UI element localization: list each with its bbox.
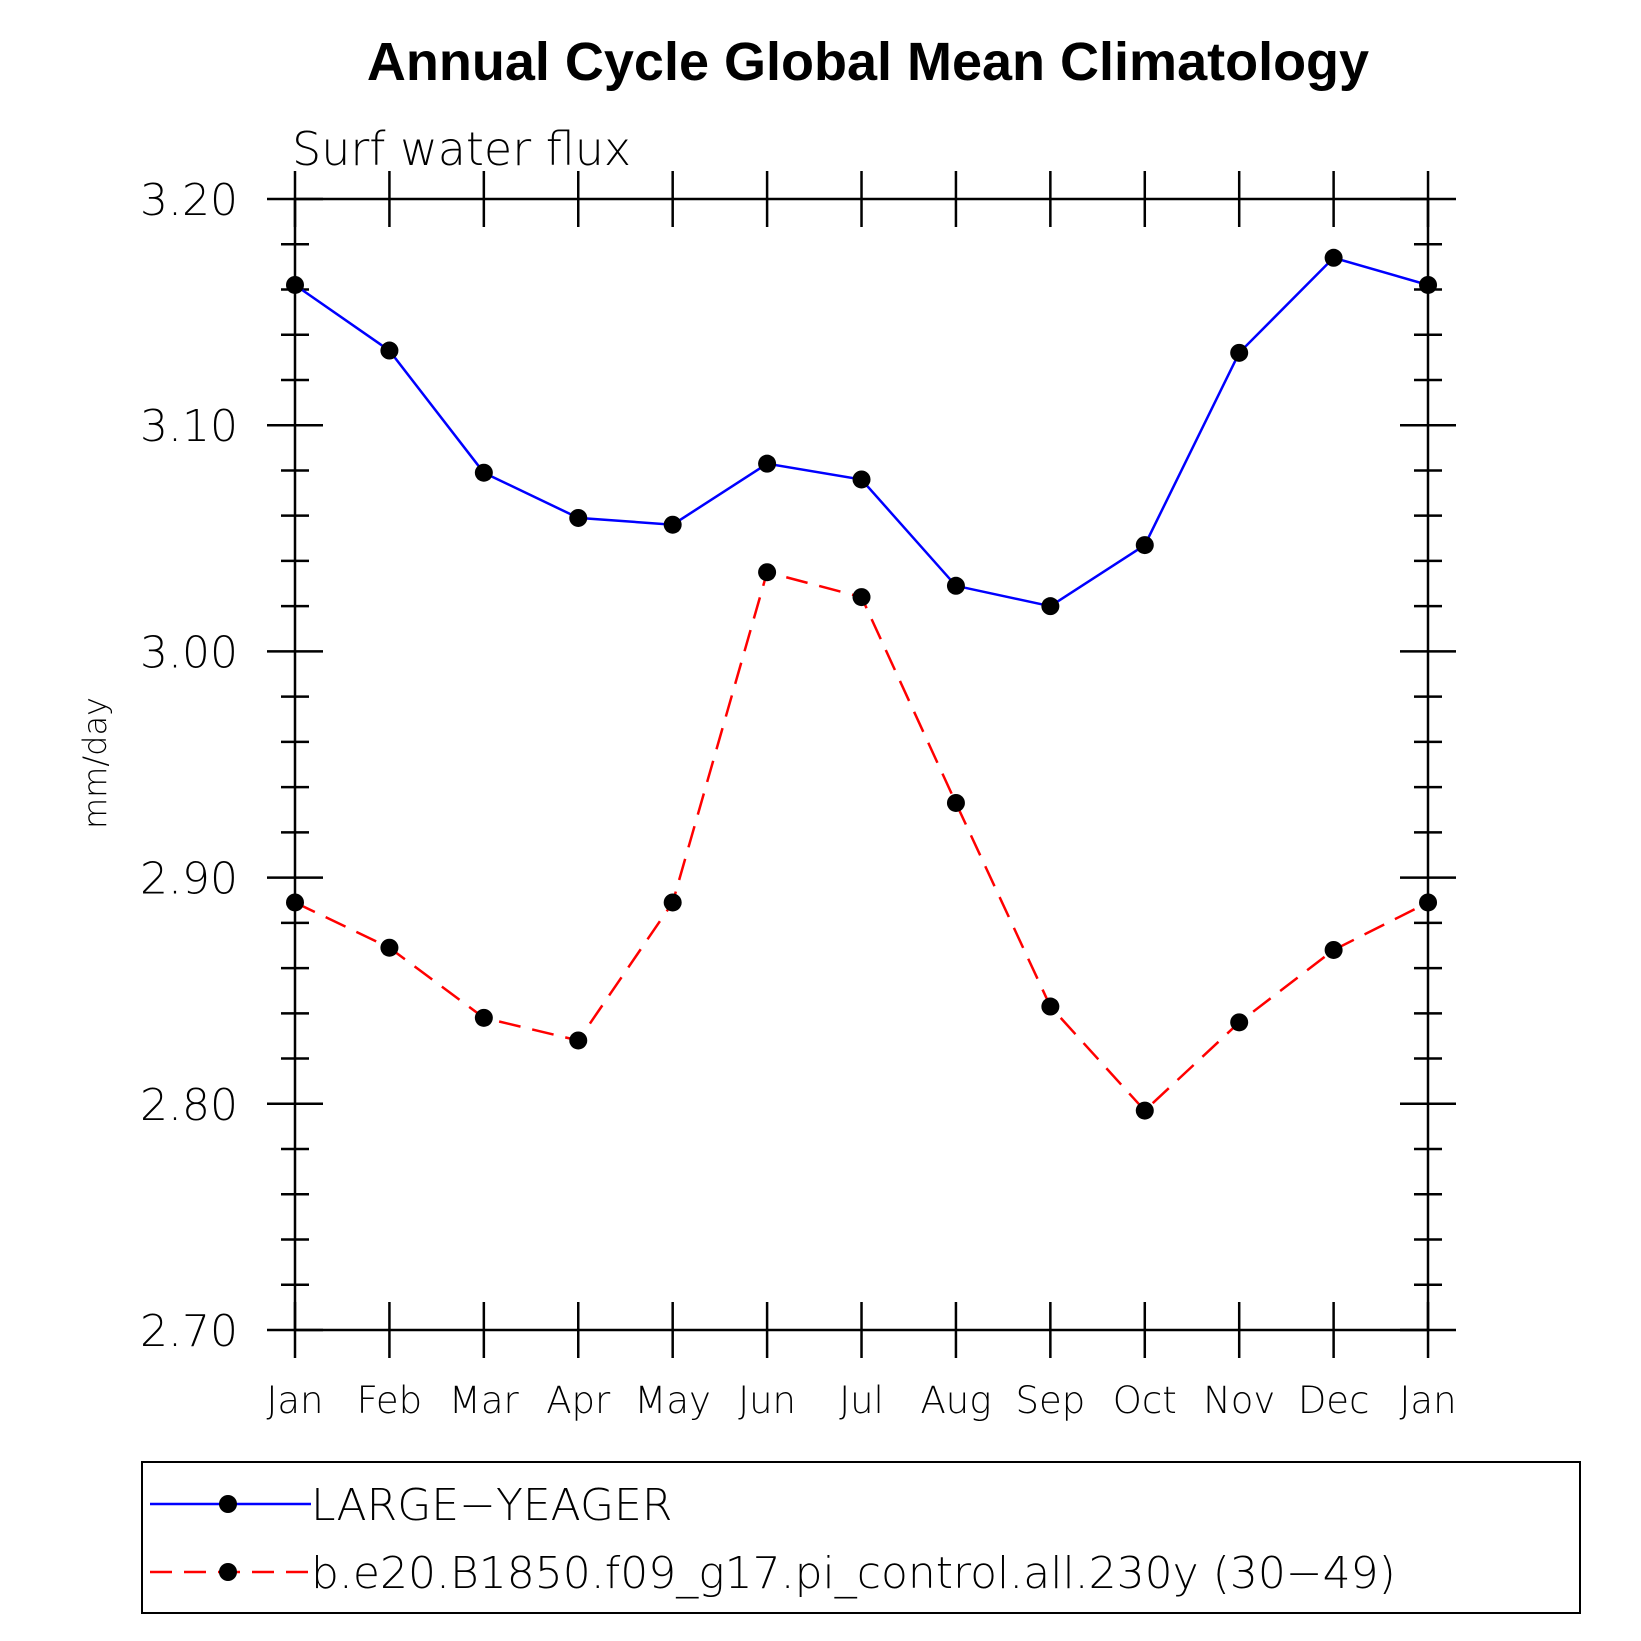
series-1-point [474, 463, 493, 482]
series-2-point [758, 563, 777, 582]
series-2-point [1230, 1013, 1249, 1032]
series-1-point [1230, 343, 1249, 362]
series-2-point [1324, 940, 1343, 959]
series-1-point [569, 508, 588, 527]
x-tick-label: Feb [357, 1379, 423, 1422]
series-2-point [663, 893, 682, 912]
series-1-point [1135, 536, 1154, 555]
series-1-point [758, 454, 777, 473]
plot-frame [293, 197, 1430, 1332]
series-line-2 [294, 570, 1429, 1113]
y-tick-label: 3.00 [140, 627, 238, 678]
x-tick-label: Jun [738, 1379, 796, 1422]
legend-marker-series-1 [219, 1495, 237, 1513]
y-tick-label: 3.10 [140, 401, 238, 452]
legend-marker-series-2 [219, 1563, 237, 1581]
series-2-point [1419, 893, 1438, 912]
series-line-1 [294, 256, 1429, 608]
legend-box [141, 1461, 1581, 1614]
series-2-point [474, 1008, 493, 1027]
y-tick-labels: 2.70 2.80 2.90 3.00 3.10 3.20 [140, 175, 238, 1357]
series-2-point [569, 1031, 588, 1050]
series-1-point [946, 576, 965, 595]
series-1-point [1324, 248, 1343, 267]
chart-title: Annual Cycle Global Mean Climatology [367, 32, 1369, 92]
x-tick-label: May [634, 1379, 711, 1422]
x-tick-label: Nov [1203, 1379, 1275, 1422]
series-1-point [852, 470, 871, 489]
series-1-point [380, 341, 399, 360]
series-layer [286, 248, 1438, 1120]
y-tick-label: 2.70 [140, 1306, 238, 1357]
axis-ticks [267, 171, 1456, 1358]
x-tick-label: Jan [1400, 1379, 1457, 1422]
x-tick-label: Sep [1015, 1379, 1085, 1422]
series-1-point [286, 275, 304, 294]
y-axis-label: mm/day [76, 697, 114, 829]
series-2-point [380, 938, 399, 957]
series-1-point [1419, 275, 1438, 294]
series-2-point [946, 793, 965, 812]
legend: LARGE−YEAGER b.e20.B1850.f09_g17.pi_cont… [141, 1461, 1581, 1614]
legend-label-series-1: LARGE−YEAGER [311, 1480, 672, 1531]
legend-label-series-2: b.e20.B1850.f09_g17.pi_control.all.230y … [311, 1548, 1396, 1599]
series-1-point [1041, 597, 1060, 616]
x-tick-label: Oct [1113, 1379, 1177, 1422]
x-tick-label: Aug [920, 1379, 991, 1422]
y-tick-label: 2.90 [140, 854, 238, 905]
series-2-point [852, 588, 871, 607]
x-tick-label: Dec [1298, 1379, 1370, 1422]
y-tick-label: 3.20 [140, 175, 238, 226]
chart-subtitle: Surf water flux [292, 122, 631, 176]
x-tick-label: Mar [449, 1379, 520, 1422]
x-tick-label: Jan [266, 1379, 323, 1422]
series-1-point [663, 515, 682, 534]
x-tick-label: Apr [546, 1379, 611, 1422]
x-tick-label: Jul [839, 1379, 884, 1422]
series-2-point [286, 893, 304, 912]
series-2-point [1135, 1101, 1154, 1120]
x-tick-labels: Jan Feb Mar Apr May Jun Jul Aug Sep Oct Nov Dec Jan [266, 1379, 1456, 1422]
series-2-point [1041, 997, 1060, 1016]
y-tick-label: 2.80 [140, 1080, 238, 1131]
